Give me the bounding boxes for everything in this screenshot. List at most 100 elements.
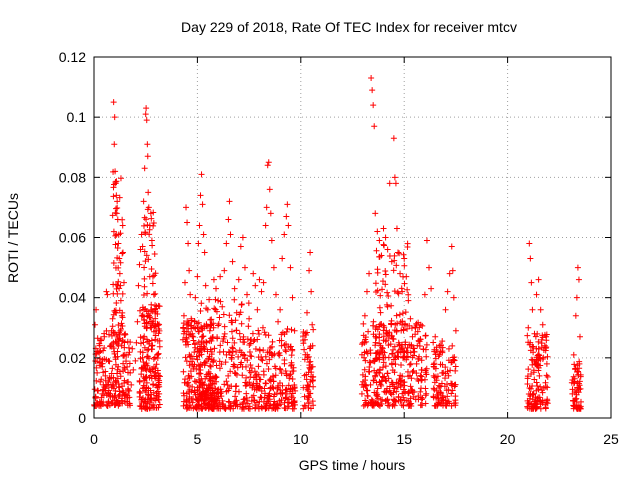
data-point [376, 321, 383, 328]
data-point [397, 381, 404, 388]
data-point [530, 404, 537, 411]
data-point [394, 289, 401, 296]
data-point [101, 333, 108, 340]
data-point [266, 349, 273, 356]
data-point [185, 331, 192, 338]
data-point [247, 362, 254, 369]
data-point [210, 390, 217, 397]
data-point [576, 333, 583, 340]
data-point [221, 323, 228, 330]
data-point [117, 373, 124, 380]
data-point [289, 375, 296, 382]
data-point [389, 335, 396, 342]
data-point [449, 342, 456, 349]
data-point [530, 349, 537, 356]
data-point [190, 337, 197, 344]
data-point [110, 99, 117, 106]
data-point [574, 368, 581, 375]
data-point [570, 351, 577, 358]
y-tick-label: 0.06 [59, 230, 86, 246]
data-point [530, 390, 537, 397]
data-point [229, 335, 236, 342]
data-point [141, 214, 148, 221]
data-point [246, 315, 253, 322]
data-point [400, 386, 407, 393]
data-point [255, 405, 262, 412]
data-point [138, 231, 145, 238]
data-point [119, 338, 126, 345]
data-point [217, 386, 224, 393]
data-point [255, 371, 262, 378]
x-tick-label: 5 [194, 431, 202, 447]
data-point [142, 111, 149, 118]
data-point [376, 237, 383, 244]
data-point [379, 373, 386, 380]
data-point [116, 270, 123, 277]
data-point [390, 135, 397, 142]
data-point [285, 403, 292, 410]
data-point [118, 320, 125, 327]
data-point [196, 222, 203, 229]
data-point [238, 320, 245, 327]
data-point [408, 375, 415, 382]
data-point [372, 373, 379, 380]
data-point [258, 356, 265, 363]
data-point [113, 309, 120, 316]
data-point [145, 256, 152, 263]
data-point [534, 395, 541, 402]
data-point [434, 373, 441, 380]
data-point [117, 175, 124, 182]
data-point [150, 219, 157, 226]
data-point [114, 290, 121, 297]
data-point [212, 296, 219, 303]
data-point [113, 397, 120, 404]
data-point [363, 382, 370, 389]
data-point [282, 368, 289, 375]
data-point [156, 303, 163, 310]
data-point [153, 327, 160, 334]
data-point [283, 213, 290, 220]
data-point [386, 180, 393, 187]
data-point [301, 393, 308, 400]
data-point [435, 390, 442, 397]
data-point [255, 363, 262, 370]
data-point [249, 384, 256, 391]
data-point [360, 332, 367, 339]
data-point [417, 336, 424, 343]
data-point [111, 114, 118, 121]
data-point [387, 341, 394, 348]
data-point [539, 356, 546, 363]
data-point [384, 303, 391, 310]
data-point [529, 306, 536, 313]
data-point [406, 361, 413, 368]
data-point [105, 399, 112, 406]
data-point [188, 315, 195, 322]
data-point [244, 291, 251, 298]
data-point [118, 312, 125, 319]
y-tick-label: 0.02 [59, 350, 86, 366]
data-point [452, 367, 459, 374]
data-point [190, 363, 197, 370]
y-tick-label: 0.12 [59, 49, 86, 65]
data-point [240, 351, 247, 358]
data-point [230, 361, 237, 368]
data-point [119, 250, 126, 257]
data-point [380, 354, 387, 361]
data-point [113, 281, 120, 288]
data-point [291, 327, 298, 334]
data-point [109, 212, 116, 219]
data-point [300, 329, 307, 336]
data-point [134, 318, 141, 325]
data-point [383, 330, 390, 337]
data-point [271, 401, 278, 408]
data-point [143, 374, 150, 381]
data-point [405, 297, 412, 304]
data-point [224, 339, 231, 346]
data-point [206, 383, 213, 390]
data-point [120, 279, 127, 286]
data-point [224, 381, 231, 388]
data-point [119, 400, 126, 407]
data-point [260, 371, 267, 378]
data-point [243, 390, 250, 397]
data-point [276, 352, 283, 359]
